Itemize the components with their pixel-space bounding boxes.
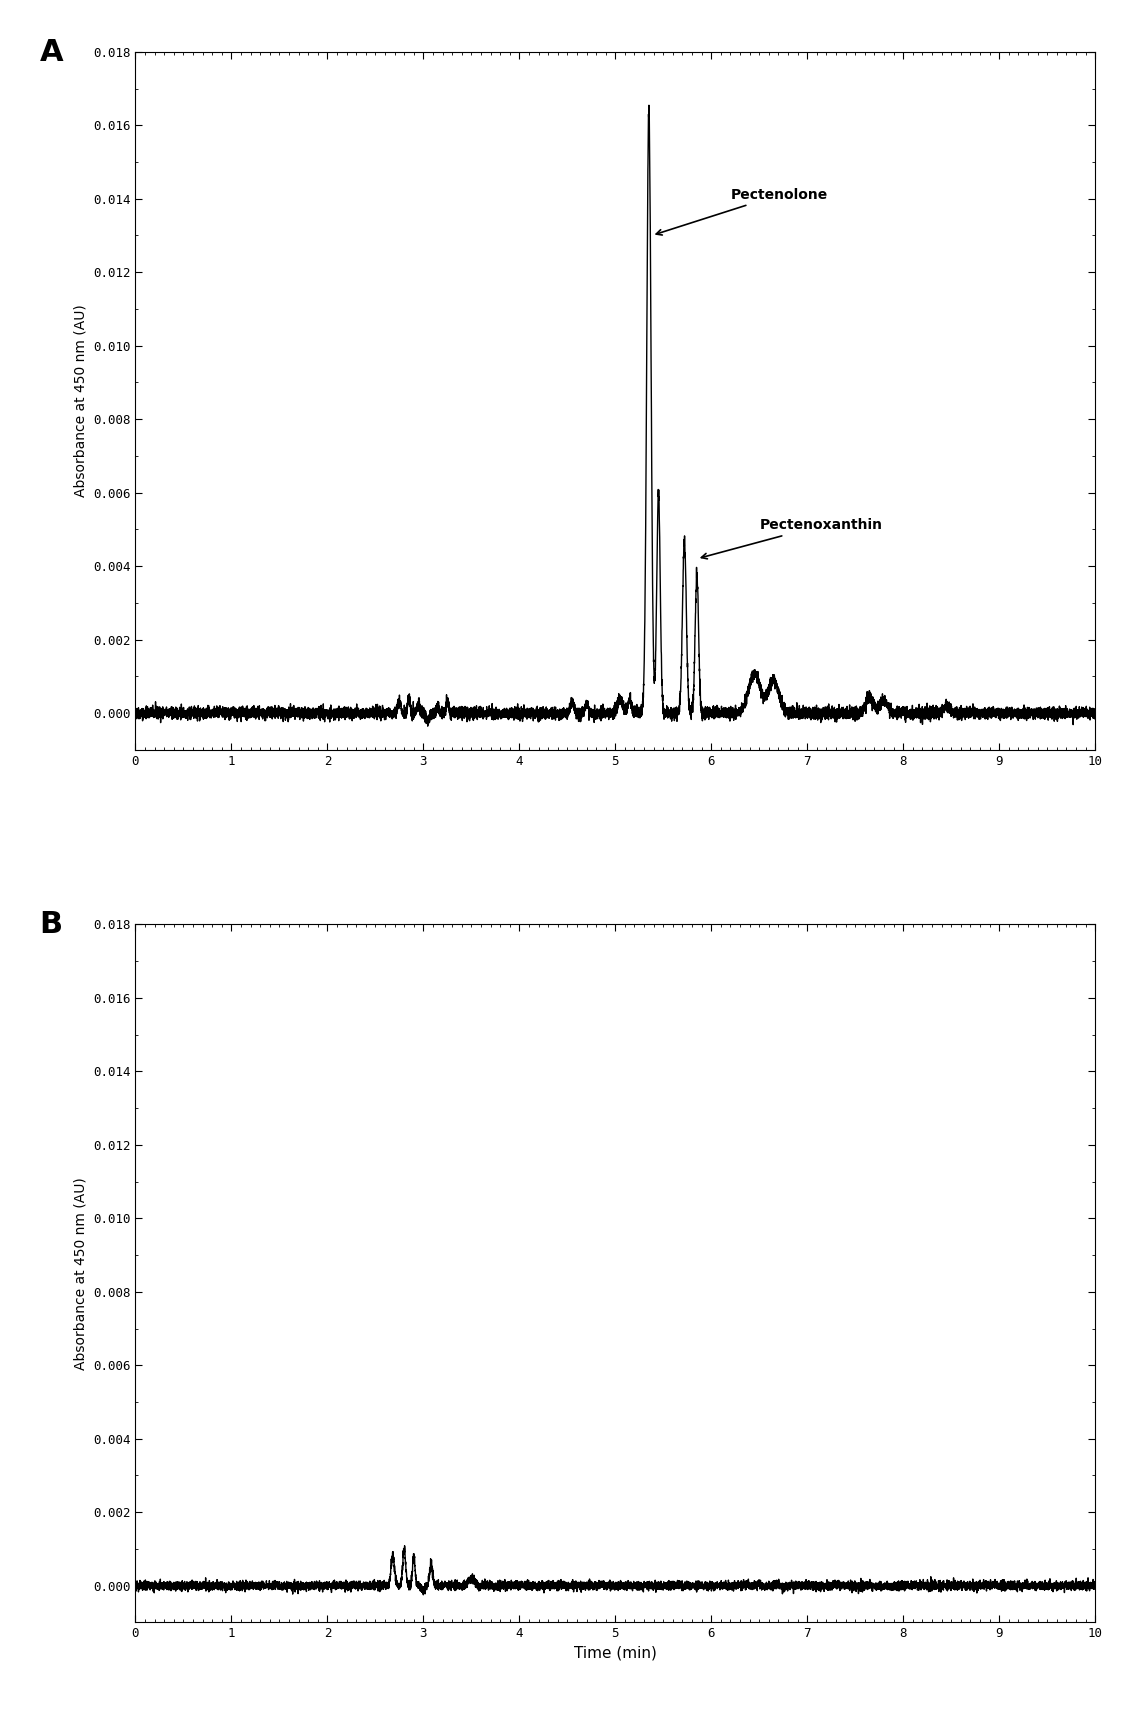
Text: A: A xyxy=(40,38,63,67)
Y-axis label: Absorbance at 450 nm (AU): Absorbance at 450 nm (AU) xyxy=(73,1177,88,1370)
Y-axis label: Absorbance at 450 nm (AU): Absorbance at 450 nm (AU) xyxy=(73,304,88,497)
Text: Pectenoxanthin: Pectenoxanthin xyxy=(701,518,882,559)
X-axis label: Time (min): Time (min) xyxy=(574,1647,657,1660)
Text: B: B xyxy=(40,910,62,939)
Text: Pectenolone: Pectenolone xyxy=(656,188,828,235)
